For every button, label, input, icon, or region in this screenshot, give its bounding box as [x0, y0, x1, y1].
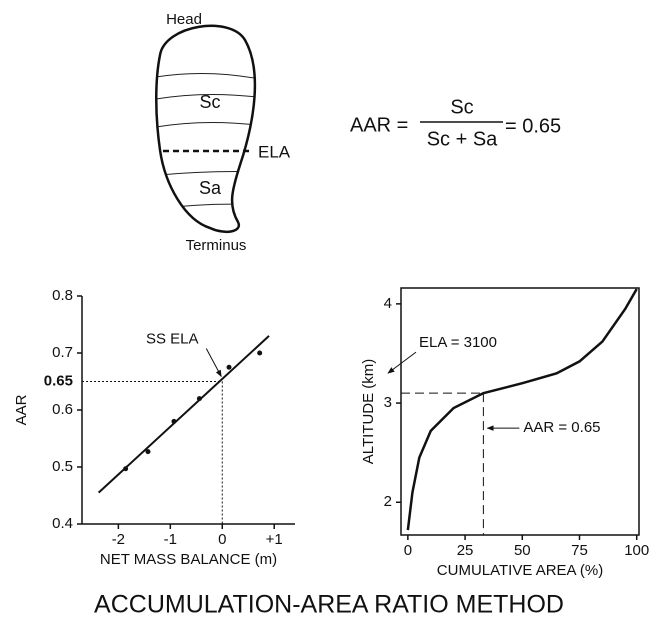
y-tick-label: 4 — [384, 295, 392, 312]
x-tick-label: 0 — [218, 531, 226, 548]
x-axis-label: CUMULATIVE AREA (%) — [437, 562, 603, 579]
y-tick-label: 0.4 — [52, 515, 73, 532]
x-axis-label: NET MASS BALANCE (m) — [100, 551, 277, 568]
numerator: Sc — [450, 96, 473, 118]
x-tick-label: 25 — [457, 542, 474, 559]
point — [145, 449, 151, 455]
annotation-arrow — [205, 348, 222, 378]
plot-frame — [400, 287, 640, 536]
x-tick-label: +1 — [266, 531, 283, 548]
x-tick-label: -2 — [112, 531, 125, 548]
x-tick-label: 75 — [571, 542, 588, 559]
y-axis-label: AAR — [13, 394, 30, 425]
equation-lhs: AAR = — [350, 114, 408, 136]
y-axis-label: ALTITUDE (km) — [360, 359, 377, 465]
ela-label: ELA — [258, 142, 291, 161]
y-tick-label: 0.7 — [52, 344, 73, 361]
y-tick-label: 0.5 — [52, 458, 73, 475]
x-tick-label: 100 — [624, 542, 649, 559]
glacier: Head Sc ELA Sa Terminus — [155, 11, 291, 254]
equation-rhs: = 0.65 — [505, 115, 561, 137]
denominator: Sc + Sa — [427, 128, 498, 150]
figure-title: ACCUMULATION-AREA RATIO METHOD — [94, 591, 564, 619]
annotation-arrow — [387, 351, 417, 374]
y-tick-label: 2 — [384, 493, 392, 510]
chart: -2 -1 0 +1 0.4 0.5 0.6 0.7 0.8 NET MASS BALANCE (… — [13, 287, 295, 568]
terminus-label: Terminus — [186, 237, 247, 254]
point — [257, 350, 263, 356]
x-tick-label: -1 — [164, 531, 177, 548]
sa-label: Sa — [199, 178, 222, 198]
chart: 0 25 50 75 100 2 3 4 CUMULATIVE AREA (%) ALTITUDE… — [360, 287, 649, 579]
point — [171, 418, 177, 424]
head-label: Head — [166, 11, 202, 28]
ela-value-label: 0.65 — [44, 372, 73, 389]
y-tick-label: 3 — [384, 394, 392, 411]
x-tick-label: 0 — [404, 542, 412, 559]
annotation: SS ELA — [146, 330, 199, 347]
point — [226, 364, 232, 370]
annotation: AAR = 0.65 — [523, 419, 600, 436]
sc-label: Sc — [199, 92, 220, 112]
point — [196, 396, 202, 402]
annotation: ELA = 3100 — [419, 334, 497, 351]
fit-line — [97, 335, 270, 494]
y-tick-label: 0.8 — [52, 287, 73, 304]
y-tick-label: 0.6 — [52, 401, 73, 418]
point — [123, 466, 129, 472]
equation: AAR = Sc Sc + Sa = 0.65 — [350, 96, 561, 150]
hypsometric-curve — [406, 288, 638, 531]
x-tick-label: 50 — [514, 542, 531, 559]
